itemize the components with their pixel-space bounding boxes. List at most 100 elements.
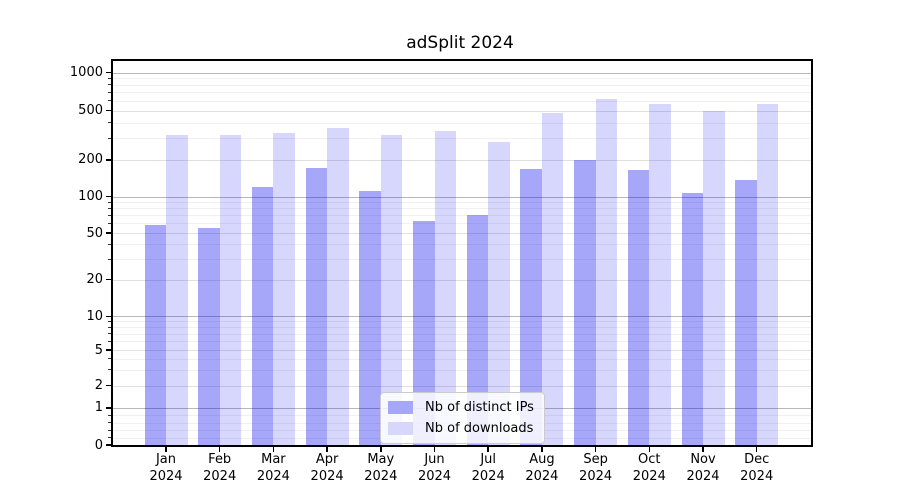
y-tick-mark-50 [106, 232, 111, 234]
bar-downloads-jan [166, 134, 188, 445]
x-tick-year: 2024 [203, 469, 237, 484]
bar-distinct-ips-sep [574, 159, 596, 445]
x-tick-month: May [367, 452, 395, 467]
bar-downloads-aug [541, 113, 564, 445]
y-minor-tick-mark-400 [108, 122, 111, 124]
y-tick-mark-1 [106, 407, 111, 409]
bar-downloads-apr [327, 127, 349, 445]
y-tick-label-20: 20 [86, 272, 103, 288]
x-tick-year: 2024 [149, 469, 183, 484]
x-tick-year: 2024 [740, 469, 774, 484]
gridline-1000 [113, 72, 811, 74]
y-tick-mark-10 [106, 315, 111, 318]
x-tick-mark-nov [702, 447, 704, 452]
y-tick-mark-2 [106, 384, 111, 387]
x-tick-mark-apr [326, 447, 328, 452]
y-tick-label-500: 500 [78, 103, 103, 119]
x-tick-month: Feb [208, 452, 232, 467]
y-tick-mark-20 [106, 278, 111, 281]
y-minor-tick-mark-0.4 [108, 429, 111, 431]
x-tick-mark-feb [218, 447, 221, 452]
y-minor-tick-mark-300 [108, 137, 111, 139]
y-tick-mark-1000 [106, 71, 111, 74]
x-tick-label-oct: Oct 2024 [617, 451, 681, 485]
x-tick-label-jul: Jul 2024 [456, 451, 520, 485]
gridline-10 [113, 316, 811, 318]
y-minor-tick-mark-700 [108, 91, 111, 93]
minor-gridline-400 [113, 122, 811, 124]
bar-distinct-ips-dec [735, 179, 757, 445]
y-minor-tick-mark-70 [108, 214, 111, 216]
x-tick-mark-jun [433, 447, 436, 452]
x-tick-mark-sep [594, 447, 597, 452]
y-minor-tick-mark-0.6 [108, 422, 111, 424]
bars-layer [113, 61, 811, 445]
gridline-200 [113, 159, 811, 161]
y-tick-label-1000: 1000 [69, 65, 103, 81]
x-tick-month: Mar [261, 452, 286, 467]
legend-label-downloads: Nb of downloads [425, 421, 534, 436]
y-tick-label-5: 5 [94, 342, 103, 358]
y-tick-mark-200 [106, 159, 111, 161]
x-tick-year: 2024 [364, 469, 398, 484]
x-tick-label-feb: Feb 2024 [188, 451, 252, 485]
x-tick-label-jun: Jun 2024 [403, 451, 467, 485]
minor-gridline-800 [113, 84, 811, 86]
x-tick-mark-jul [487, 447, 489, 452]
y-tick-mark-100 [106, 195, 111, 198]
x-tick-mark-mar [272, 447, 275, 452]
bar-downloads-jul [488, 142, 510, 445]
x-tick-label-jan: Jan 2024 [134, 451, 198, 485]
x-tick-month: Sep [583, 452, 608, 467]
x-tick-mark-oct [648, 447, 651, 452]
gridline-50 [113, 233, 811, 235]
y-minor-tick-mark-0.2 [108, 437, 111, 439]
y-minor-tick-mark-8 [108, 326, 111, 328]
gridline-2 [113, 385, 811, 387]
legend: Nb of distinct IPs Nb of downloads [380, 392, 545, 444]
gridline-100 [113, 196, 811, 198]
y-minor-tick-mark-9 [108, 320, 111, 322]
x-tick-label-may: May 2024 [349, 451, 413, 485]
x-tick-month: Dec [744, 452, 770, 467]
legend-item-downloads: Nb of downloads [388, 420, 534, 437]
minor-gridline-70 [113, 215, 811, 217]
y-minor-tick-mark-900 [108, 77, 111, 79]
gridline-20 [113, 279, 811, 281]
bar-downloads-sep [595, 98, 618, 445]
x-tick-month: Jan [155, 452, 177, 467]
y-minor-tick-mark-0.8 [108, 414, 111, 416]
y-minor-tick-mark-3 [108, 369, 111, 371]
legend-swatch-distinct-ips [388, 401, 413, 414]
minor-gridline-40 [113, 244, 811, 246]
y-tick-label-10: 10 [86, 308, 103, 324]
y-minor-tick-mark-40 [108, 243, 111, 245]
bar-distinct-ips-jun [413, 220, 435, 445]
x-tick-mark-may [380, 447, 382, 452]
y-tick-label-1: 1 [94, 400, 103, 416]
plot-area: Nb of distinct IPs Nb of downloads [111, 59, 813, 447]
minor-gridline-8 [113, 327, 811, 329]
x-tick-year: 2024 [310, 469, 344, 484]
minor-gridline-7 [113, 333, 811, 335]
y-minor-tick-mark-80 [108, 207, 111, 209]
bar-distinct-ips-nov [681, 193, 703, 445]
x-tick-year: 2024 [632, 469, 666, 484]
bar-downloads-feb [219, 134, 242, 445]
y-minor-tick-mark-6 [108, 340, 111, 342]
y-minor-tick-mark-90 [108, 201, 111, 203]
y-tick-label-2: 2 [94, 378, 103, 394]
x-tick-mark-aug [541, 447, 543, 452]
bar-distinct-ips-jul [466, 215, 489, 445]
x-tick-label-mar: Mar 2024 [241, 451, 305, 485]
y-minor-tick-mark-7 [108, 333, 111, 335]
minor-gridline-4 [113, 358, 811, 360]
y-tick-label-200: 200 [78, 152, 103, 168]
y-tick-label-50: 50 [86, 225, 103, 241]
y-minor-tick-mark-800 [108, 84, 111, 86]
y-minor-tick-mark-30 [108, 258, 111, 260]
minor-gridline-30 [113, 259, 811, 261]
bar-distinct-ips-aug [520, 169, 542, 445]
bar-distinct-ips-jan [144, 225, 166, 445]
